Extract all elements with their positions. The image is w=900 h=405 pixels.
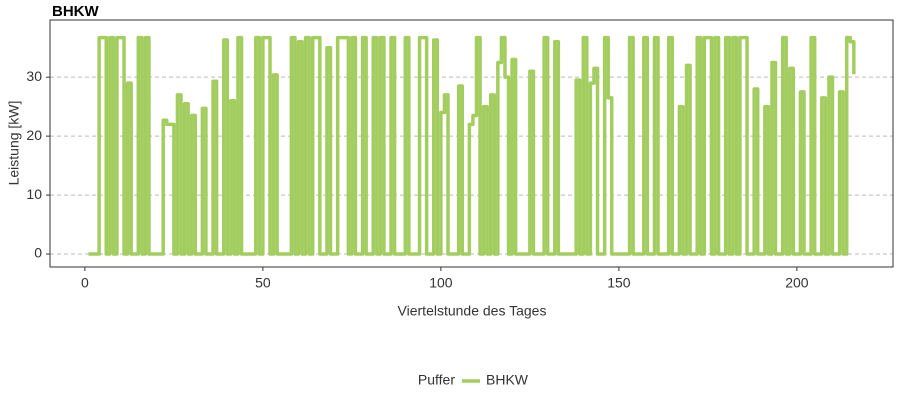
chart-title: BHKW: [52, 3, 99, 20]
data-line: [88, 35, 856, 256]
y-tick-label: 10: [26, 186, 42, 202]
legend-title: Puffer: [418, 372, 455, 388]
x-tick-label: 100: [429, 275, 453, 291]
plot-frame: [49, 19, 894, 268]
legend-label: BHKW: [486, 372, 529, 388]
x-tick-label: 150: [607, 275, 631, 291]
y-tick-label: 20: [26, 127, 42, 143]
y-tick-label: 30: [26, 68, 42, 84]
x-tick-label: 0: [81, 275, 89, 291]
y-tick-label: 0: [34, 245, 42, 261]
y-axis-label: Leistung [kW]: [6, 101, 22, 186]
x-tick-label: 200: [785, 275, 809, 291]
x-axis-label: Viertelstunde des Tages: [398, 303, 547, 319]
x-tick-label: 50: [255, 275, 271, 291]
